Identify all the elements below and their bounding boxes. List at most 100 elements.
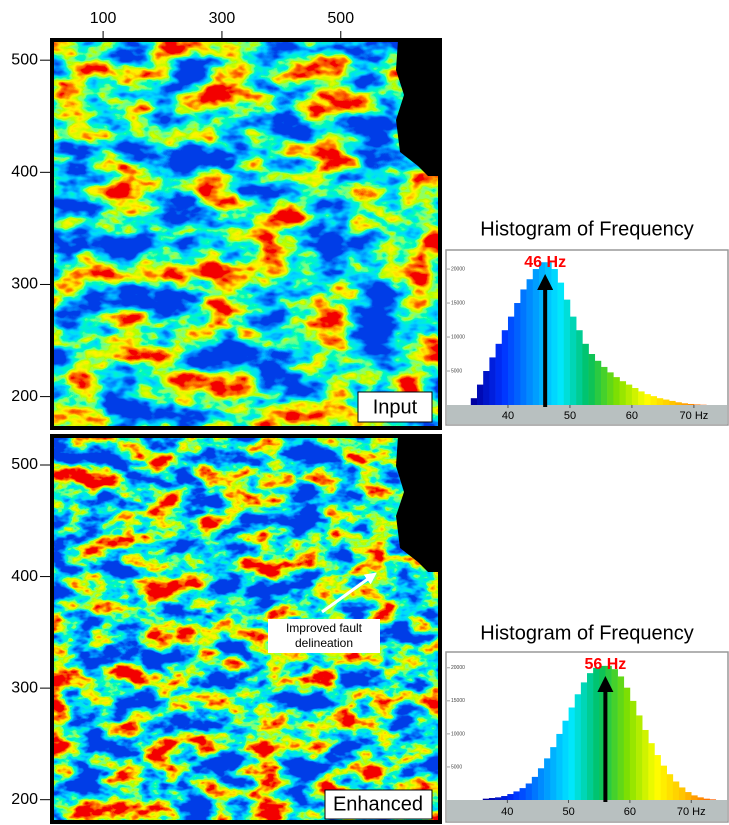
bar (574, 694, 582, 800)
y-tick-label: 10000 (451, 334, 465, 340)
bar (562, 720, 569, 800)
map-border (50, 38, 442, 430)
bar (660, 765, 667, 800)
x-tick-label: 60 (626, 410, 638, 422)
no-data-area (396, 40, 440, 176)
bar (551, 269, 558, 405)
chart-title: Histogram of Frequency (480, 218, 693, 240)
y-tick-label: 500 (11, 51, 38, 68)
y-tick-label: 400 (11, 164, 38, 181)
bar (636, 715, 643, 800)
y-tick-label: 500 (11, 456, 38, 473)
x-tick-label: 50 (562, 806, 574, 818)
bar (544, 758, 551, 800)
peak-label: 56 Hz (584, 656, 626, 673)
bar (580, 682, 588, 800)
bar (644, 394, 651, 405)
bar (648, 743, 655, 800)
map-border (50, 434, 442, 824)
bar (593, 667, 600, 800)
bar (672, 781, 680, 800)
bar (681, 403, 689, 405)
x-tick-label: 40 (502, 410, 514, 422)
bar (709, 799, 717, 800)
bar (556, 733, 563, 800)
bar (568, 707, 576, 800)
peak-label: 46 Hz (524, 254, 566, 271)
bar (507, 316, 515, 405)
chart-title: Histogram of Frequency (480, 622, 693, 644)
input-map: Input (50, 38, 442, 430)
bar (703, 798, 710, 800)
bar (563, 299, 571, 405)
bar (691, 795, 698, 800)
x-tick-label: 40 (501, 806, 513, 818)
bar (532, 269, 540, 405)
bar (619, 381, 627, 405)
bar (501, 796, 508, 800)
bar (629, 700, 637, 800)
bar (526, 279, 534, 405)
bar (507, 794, 514, 800)
y-tick-label: 400 (11, 568, 38, 585)
y-tick-label: 15000 (451, 698, 465, 704)
y-tick-label: 300 (11, 276, 38, 293)
x-tick-label: 300 (209, 10, 236, 27)
bar (537, 768, 545, 800)
enhanced-map: Enhanced (50, 434, 442, 824)
bar (638, 391, 645, 405)
x-tick-label: 70 Hz (680, 410, 709, 422)
bar (501, 330, 509, 405)
annotation: Improved fault delineation (268, 619, 380, 653)
bar (607, 372, 614, 405)
bar (520, 289, 527, 405)
bar (489, 357, 496, 405)
bar (650, 396, 658, 405)
y-tick-label: 5000 (451, 368, 462, 374)
x-tick-label: 70 Hz (677, 806, 706, 818)
bar (513, 791, 520, 800)
y-tick-label: 20000 (451, 665, 465, 671)
bar (470, 398, 478, 405)
bar (687, 403, 695, 405)
bar (613, 377, 620, 405)
y-tick-label: 5000 (451, 764, 462, 770)
bar (588, 354, 596, 405)
bar (675, 402, 682, 405)
seismic-image (52, 436, 440, 822)
annotation-arrow (321, 572, 377, 614)
bar (697, 797, 704, 800)
bar (605, 665, 612, 800)
bar (545, 262, 552, 405)
bar (611, 669, 618, 800)
bar (482, 798, 490, 800)
bar (569, 316, 577, 405)
bar (693, 404, 701, 405)
bar (617, 676, 625, 800)
bar (625, 384, 633, 405)
bar (594, 360, 602, 405)
bar (599, 665, 606, 800)
x-tick-label: 500 (327, 10, 354, 27)
bar (550, 747, 557, 800)
bar (495, 343, 503, 405)
y-tick-label: 200 (11, 388, 38, 405)
bar (662, 399, 670, 405)
no-data-area (396, 436, 440, 572)
bar (600, 366, 608, 405)
bar (666, 774, 674, 800)
panel-label: Enhanced (333, 793, 423, 815)
bar (557, 282, 565, 405)
x-tick-label: 100 (90, 10, 117, 27)
panel-label-box (357, 391, 433, 423)
bar (538, 262, 546, 405)
bar (678, 787, 686, 800)
bar (642, 729, 649, 800)
bar (685, 792, 692, 800)
x-tick-label: 60 (624, 806, 636, 818)
axis-band (447, 405, 727, 424)
bar (483, 371, 490, 405)
panel-label-box (324, 789, 433, 820)
panel-label: Input (373, 396, 418, 418)
